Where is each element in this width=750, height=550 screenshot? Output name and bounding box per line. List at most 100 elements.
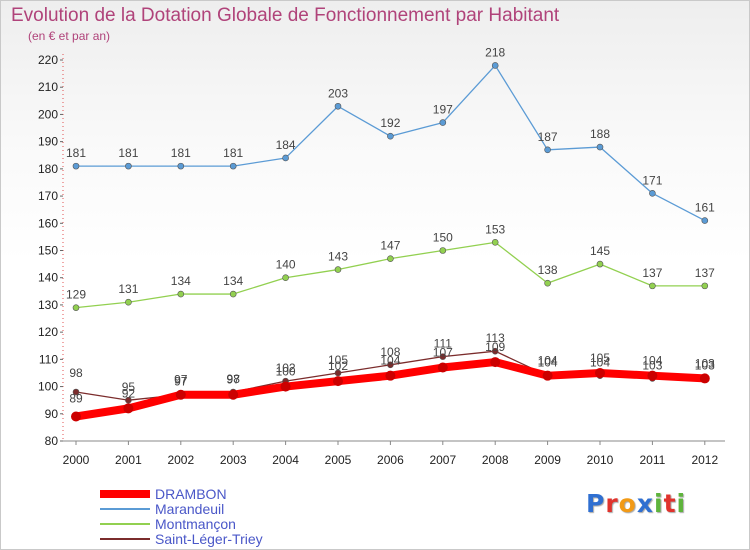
x-tick-label: 2011 <box>639 453 665 467</box>
data-label-marandeuil: 187 <box>538 130 558 144</box>
data-label-saint-l-ger-triey: 95 <box>122 380 136 394</box>
data-label-montman-on: 147 <box>380 239 400 253</box>
data-point-montman-on <box>177 290 185 298</box>
data-label-saint-l-ger-triey: 103 <box>695 358 715 372</box>
logo-letter: r <box>605 489 619 518</box>
y-tick-label: 220 <box>38 53 58 67</box>
series-line-marandeuil <box>76 64 706 222</box>
axes: 8090100110120130140150160170180190200210… <box>38 53 725 467</box>
data-point-montman-on <box>701 282 709 290</box>
data-label-montman-on: 138 <box>538 263 558 277</box>
data-label-saint-l-ger-triey: 108 <box>380 345 400 359</box>
y-tick-label: 200 <box>38 107 58 121</box>
y-tick-label: 130 <box>38 298 58 312</box>
data-label-saint-l-ger-triey: 103 <box>642 358 662 372</box>
data-point-montman-on <box>334 266 342 273</box>
x-tick-label: 2006 <box>377 453 404 467</box>
x-tick-label: 2000 <box>63 453 90 467</box>
data-label-saint-l-ger-triey: 104 <box>538 356 558 370</box>
data-label-marandeuil: 171 <box>642 173 662 187</box>
data-label-marandeuil: 181 <box>171 146 191 160</box>
data-point-montman-on <box>491 239 499 246</box>
data-label-drambon: 97 <box>174 373 188 387</box>
y-tick-label: 160 <box>38 216 58 230</box>
x-tick-label: 2010 <box>587 453 614 467</box>
data-label-montman-on: 137 <box>695 266 715 280</box>
logo-letter: t <box>663 489 677 518</box>
y-tick-label: 140 <box>38 271 58 285</box>
data-label-saint-l-ger-triey: 98 <box>227 372 241 386</box>
data-label-drambon: 92 <box>122 386 136 400</box>
data-label-drambon: 109 <box>485 340 505 354</box>
data-label-saint-l-ger-triey: 105 <box>328 353 348 367</box>
logo-letter: x <box>636 489 654 518</box>
data-label-saint-l-ger-triey: 98 <box>69 366 83 380</box>
data-point-marandeuil <box>177 162 185 170</box>
data-label-montman-on: 131 <box>118 282 138 296</box>
data-point-marandeuil <box>282 154 289 162</box>
data-point-montman-on <box>544 279 551 287</box>
data-point-montman-on <box>649 282 656 290</box>
x-tick-label: 2009 <box>534 453 561 467</box>
data-label-montman-on: 129 <box>66 288 86 302</box>
data-label-marandeuil: 188 <box>590 127 610 141</box>
data-label-saint-l-ger-triey: 97 <box>174 375 188 389</box>
data-label-marandeuil: 197 <box>433 103 453 117</box>
data-label-drambon: 89 <box>69 392 83 406</box>
legend-label-saint-l-ger-triey: Saint-Léger-Triey <box>155 531 263 547</box>
data-label-marandeuil: 218 <box>485 45 505 59</box>
data-point-marandeuil <box>439 119 447 126</box>
data-label-drambon: 97 <box>227 373 241 387</box>
data-point-drambon <box>71 411 81 422</box>
proxiti-logo: Proxiti <box>586 489 686 518</box>
data-point-drambon <box>490 357 501 368</box>
legend: DRAMBONMarandeuilMontmançonSaint-Léger-T… <box>100 486 263 547</box>
data-point-marandeuil <box>125 162 132 170</box>
data-label-saint-l-ger-triey: 102 <box>276 361 296 375</box>
data-label-montman-on: 145 <box>590 244 610 258</box>
y-tick-label: 190 <box>38 135 58 149</box>
data-point-marandeuil <box>491 62 499 69</box>
legend-label-marandeuil: Marandeuil <box>155 501 224 517</box>
data-point-marandeuil <box>334 102 342 110</box>
y-tick-label: 180 <box>38 162 58 176</box>
data-label-montman-on: 137 <box>642 266 662 280</box>
x-tick-label: 2007 <box>429 453 456 467</box>
data-label-montman-on: 134 <box>223 274 243 288</box>
y-tick-label: 150 <box>38 244 58 258</box>
series-line-drambon <box>75 358 706 421</box>
data-label-montman-on: 140 <box>276 258 296 272</box>
data-point-drambon <box>280 381 291 392</box>
data-label-drambon: 107 <box>433 346 453 360</box>
data-point-drambon <box>123 403 134 414</box>
data-label-marandeuil: 192 <box>380 116 400 130</box>
data-label-drambon: 103 <box>695 356 715 370</box>
data-point-saint-l-ger-triey <box>334 369 342 377</box>
data-point-drambon <box>228 389 239 400</box>
y-tick-label: 90 <box>45 407 59 421</box>
logo-letter: o <box>618 489 637 518</box>
data-label-marandeuil: 181 <box>66 146 86 160</box>
x-tick-label: 2004 <box>272 453 299 467</box>
data-label-marandeuil: 184 <box>276 138 296 152</box>
data-point-drambon <box>437 362 448 373</box>
logo-letter: i <box>654 489 664 518</box>
y-tick-label: 80 <box>45 434 59 448</box>
data-label-montman-on: 153 <box>485 222 505 236</box>
data-point-saint-l-ger-triey <box>125 396 132 404</box>
data-point-montman-on <box>72 304 80 311</box>
data-point-montman-on <box>439 247 447 254</box>
data-point-saint-l-ger-triey <box>491 347 499 355</box>
x-tick-label: 2005 <box>325 453 352 467</box>
data-point-marandeuil <box>387 132 394 140</box>
data-label-drambon: 104 <box>642 354 662 368</box>
data-point-marandeuil <box>701 217 709 224</box>
chart-title: Evolution de la Dotation Globale de Fonc… <box>11 5 560 26</box>
data-point-drambon <box>385 370 396 381</box>
data-label-marandeuil: 203 <box>328 86 348 100</box>
data-label-saint-l-ger-triey: 113 <box>486 331 505 345</box>
x-tick-label: 2008 <box>482 453 509 467</box>
data-point-montman-on <box>229 290 237 298</box>
x-tick-label: 2012 <box>691 453 718 467</box>
